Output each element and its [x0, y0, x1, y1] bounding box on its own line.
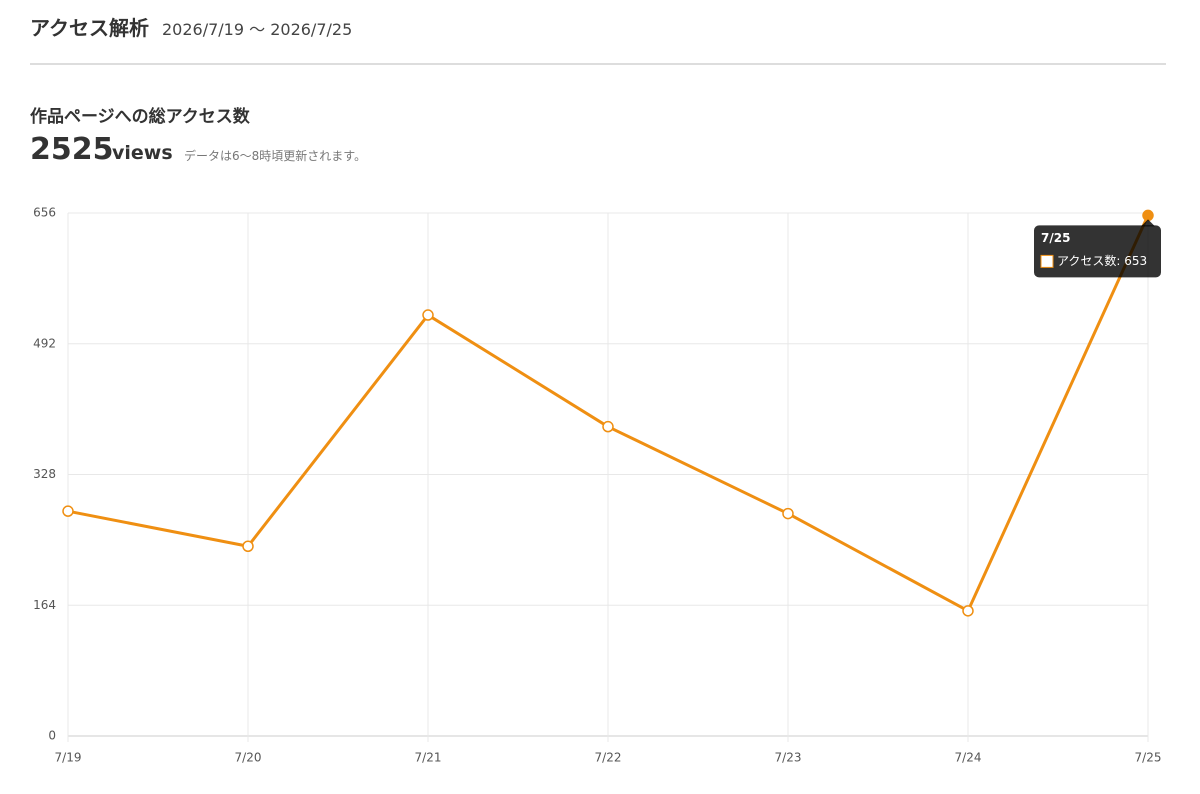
tooltip-arrow [1141, 219, 1155, 227]
data-point [242, 540, 254, 553]
data-point [1142, 209, 1154, 222]
x-tick-label: 7/19 [55, 751, 82, 765]
y-tick-label: 0 [48, 729, 56, 743]
update-note: データは6〜8時頃更新されます。 [184, 149, 367, 163]
data-point [602, 420, 614, 433]
x-tick-label: 7/25 [1135, 751, 1162, 765]
tooltip-swatch [1040, 254, 1054, 268]
summary-heading: 作品ページへの総アクセス数 [30, 107, 250, 127]
x-tick-label: 7/24 [955, 751, 982, 765]
x-tick-label: 7/23 [775, 751, 802, 765]
data-point [422, 309, 434, 321]
data-point [962, 605, 974, 617]
tooltip-label: アクセス数: 653 [1057, 253, 1147, 268]
divider [30, 63, 1166, 65]
x-tick-label: 7/21 [415, 751, 442, 765]
y-tick-label: 328 [33, 467, 56, 481]
x-tick-label: 7/22 [595, 751, 622, 765]
tooltip-title: 7/25 [1041, 231, 1070, 245]
tooltip: 7/25 アクセス数: 653 [1034, 219, 1161, 278]
page-title: アクセス解析 [30, 16, 149, 40]
period: 2026/7/19 〜 2026/7/25 [162, 20, 353, 39]
y-tick-label: 164 [33, 598, 56, 612]
total-views: 2525 [30, 132, 114, 167]
x-tick-label: 7/20 [235, 751, 262, 765]
y-tick-label: 492 [33, 336, 56, 350]
total-unit: views [112, 142, 173, 164]
data-point [782, 507, 794, 520]
tooltip-box [1034, 225, 1161, 278]
y-tick-label: 656 [33, 206, 56, 220]
data-point [62, 505, 74, 517]
